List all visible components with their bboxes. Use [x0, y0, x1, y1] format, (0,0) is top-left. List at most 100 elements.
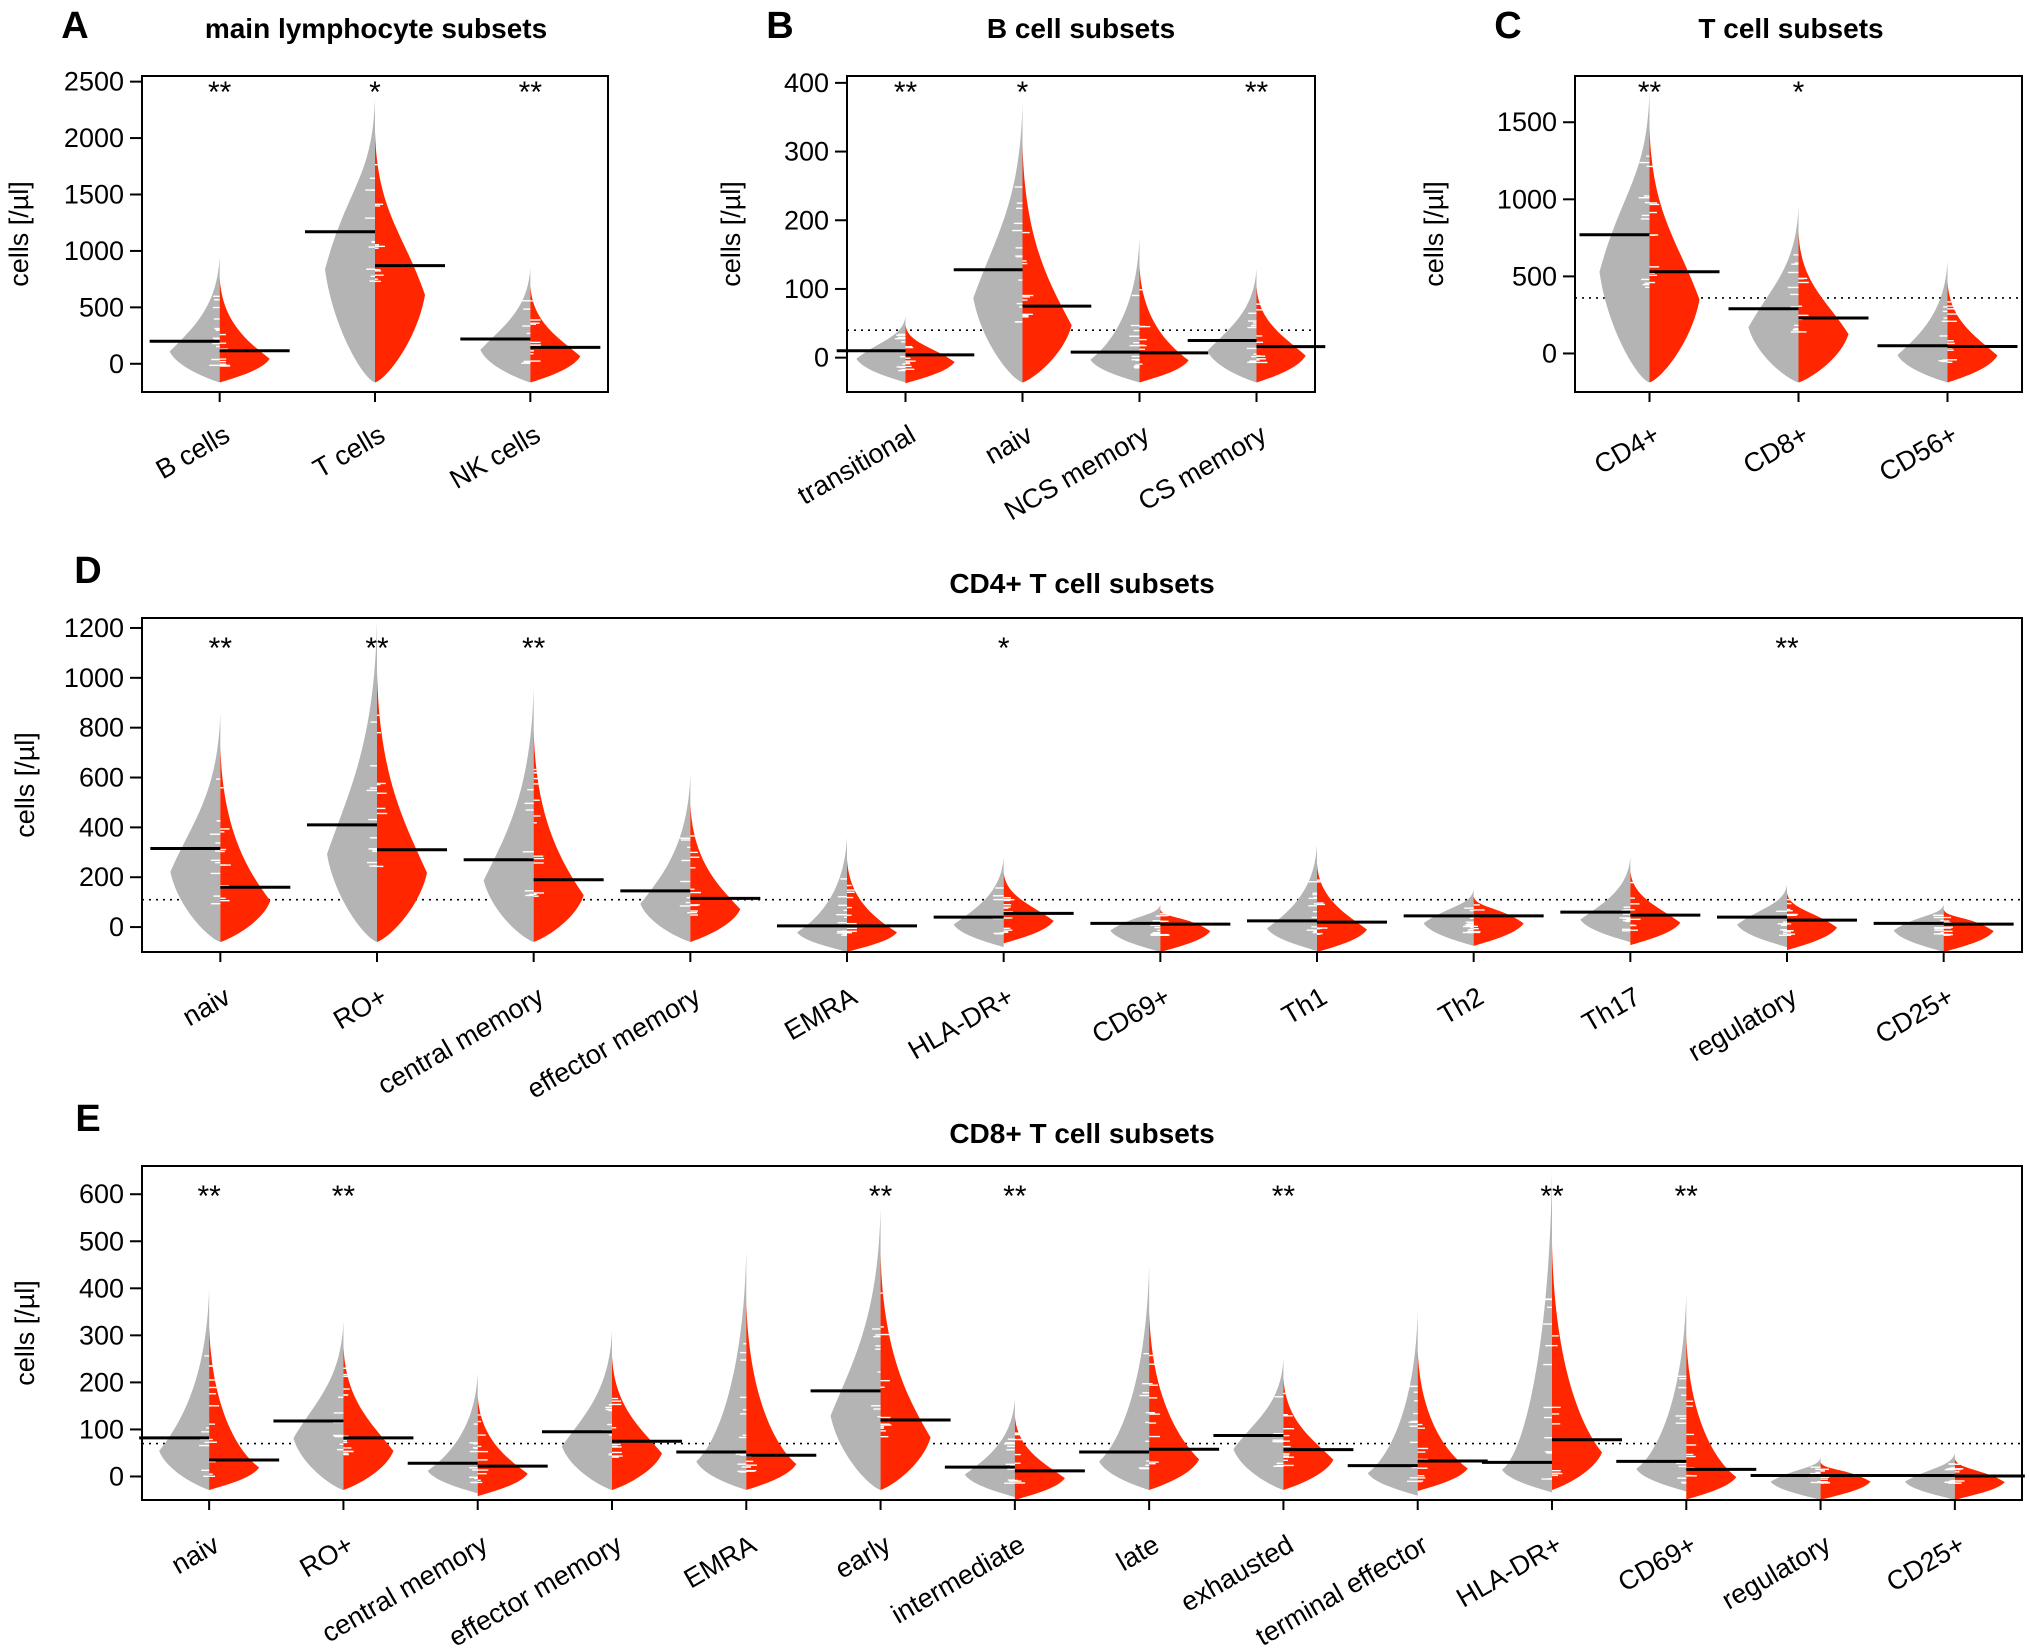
x-category-label: regulatory [1683, 981, 1802, 1067]
sample-points-10 [1406, 1385, 1429, 1483]
x-category-label: intermediate [886, 1529, 1030, 1629]
violin-red-1 [209, 1325, 260, 1491]
violin-red-2 [343, 1346, 394, 1490]
x-category-label: CD69+ [1087, 981, 1175, 1049]
significance-label: ** [332, 1180, 356, 1213]
violin-gray-11 [1502, 1170, 1552, 1493]
x-category-label: naiv [166, 1529, 224, 1580]
y-tick-label: 400 [79, 812, 124, 842]
x-category-label: CD56+ [1874, 419, 1962, 487]
violin-red-4 [612, 1355, 662, 1490]
significance-label: ** [1003, 1180, 1027, 1213]
violin-red-7 [1160, 909, 1211, 952]
y-tick-label: 600 [79, 1179, 124, 1209]
violin-red-10 [1417, 1350, 1468, 1492]
sample-points-5 [836, 878, 858, 936]
y-tick-label: 200 [79, 862, 124, 892]
sample-points-4 [601, 1397, 623, 1458]
panel-title: CD8+ T cell subsets [949, 1118, 1214, 1149]
violin-gray-8 [1099, 1264, 1150, 1490]
x-category-label: RO+ [295, 1529, 359, 1583]
violin-gray-9 [1233, 1358, 1284, 1490]
x-category-label: CS memory [1133, 419, 1272, 516]
x-category-label: EMRA [779, 981, 862, 1046]
violin-gray-12 [1636, 1293, 1687, 1492]
violin-red-4 [690, 804, 741, 942]
violin-gray-4 [562, 1330, 612, 1490]
sample-points-8 [1138, 1352, 1161, 1470]
y-tick-label: 300 [784, 137, 829, 167]
violin-red-8 [1149, 1311, 1200, 1490]
significance-label: ** [1675, 1180, 1699, 1213]
x-category-label: early [830, 1529, 896, 1584]
significance-label: ** [522, 632, 546, 665]
violin-gray-3 [483, 687, 534, 942]
violin-red-2 [1798, 232, 1849, 383]
y-tick-label: 2500 [64, 67, 124, 97]
x-category-label: HLA-DR+ [903, 981, 1019, 1065]
sample-points-11 [1541, 1298, 1563, 1480]
significance-label: ** [869, 1180, 893, 1213]
panel-title: CD4+ T cell subsets [949, 568, 1214, 599]
panel-letter: E [75, 1098, 100, 1140]
violin-red-7 [1014, 1415, 1065, 1500]
violin-red-9 [1473, 896, 1524, 946]
y-tick-label: 500 [79, 1226, 124, 1256]
violin-red-5 [847, 859, 897, 952]
violin-red-6 [1003, 872, 1054, 944]
x-category-label: late [1111, 1529, 1164, 1577]
significance-label: * [998, 632, 1010, 665]
violin-gray-10 [1580, 857, 1631, 943]
x-category-label: transitional [792, 419, 920, 510]
sample-points-7 [1150, 912, 1170, 936]
sample-points-2 [1012, 186, 1034, 323]
sample-points-3 [469, 1414, 489, 1484]
significance-label: ** [197, 1180, 221, 1213]
significance-label: ** [365, 632, 389, 665]
y-tick-label: 200 [79, 1367, 124, 1397]
significance-label: ** [894, 76, 918, 109]
plot-frame [141, 617, 2023, 953]
y-tick-label: 1000 [1497, 184, 1557, 214]
panel-letter: A [61, 5, 88, 47]
significance-label: ** [519, 76, 543, 109]
y-tick-label: 1500 [1497, 107, 1557, 137]
panel-title: T cell subsets [1698, 13, 1883, 44]
violin-gray-12 [1893, 904, 1944, 952]
y-tick-label: 1200 [64, 613, 124, 643]
violin-gray-3 [1897, 260, 1948, 383]
violin-red-2 [375, 131, 425, 383]
x-category-label: regulatory [1717, 1529, 1836, 1615]
y-axis-label: cells [/µl] [716, 181, 746, 287]
violin-gray-6 [953, 857, 1004, 948]
violin-gray-9 [1423, 889, 1474, 946]
violin-red-4 [1256, 286, 1306, 383]
x-category-label: exhausted [1176, 1529, 1299, 1617]
y-tick-label: 1000 [64, 236, 124, 266]
violin-gray-1 [169, 256, 220, 383]
y-tick-label: 300 [79, 1320, 124, 1350]
violin-gray-1 [170, 712, 221, 942]
y-tick-label: 500 [1512, 261, 1557, 291]
x-category-label: Th17 [1577, 981, 1645, 1038]
violin-red-9 [1283, 1378, 1334, 1490]
violin-gray-7 [1110, 904, 1161, 952]
violin-red-14 [1954, 1458, 2005, 1500]
y-tick-label: 1500 [64, 180, 124, 210]
y-axis-label: cells [/µl] [4, 181, 34, 287]
panel-title: B cell subsets [987, 13, 1175, 44]
x-category-label: RO+ [328, 981, 392, 1035]
sample-points-6 [992, 887, 1015, 935]
violin-gray-2 [973, 103, 1023, 383]
sample-points-8 [1306, 879, 1328, 935]
x-category-label: HLA-DR+ [1451, 1529, 1567, 1613]
x-category-label: CD25+ [1881, 1529, 1969, 1597]
y-tick-label: 500 [79, 292, 124, 322]
sample-points-7 [1003, 1432, 1026, 1484]
violin-red-3 [533, 730, 584, 942]
violin-red-8 [1317, 863, 1367, 952]
significance-label: ** [1638, 76, 1662, 109]
sample-points-10 [1619, 881, 1641, 932]
